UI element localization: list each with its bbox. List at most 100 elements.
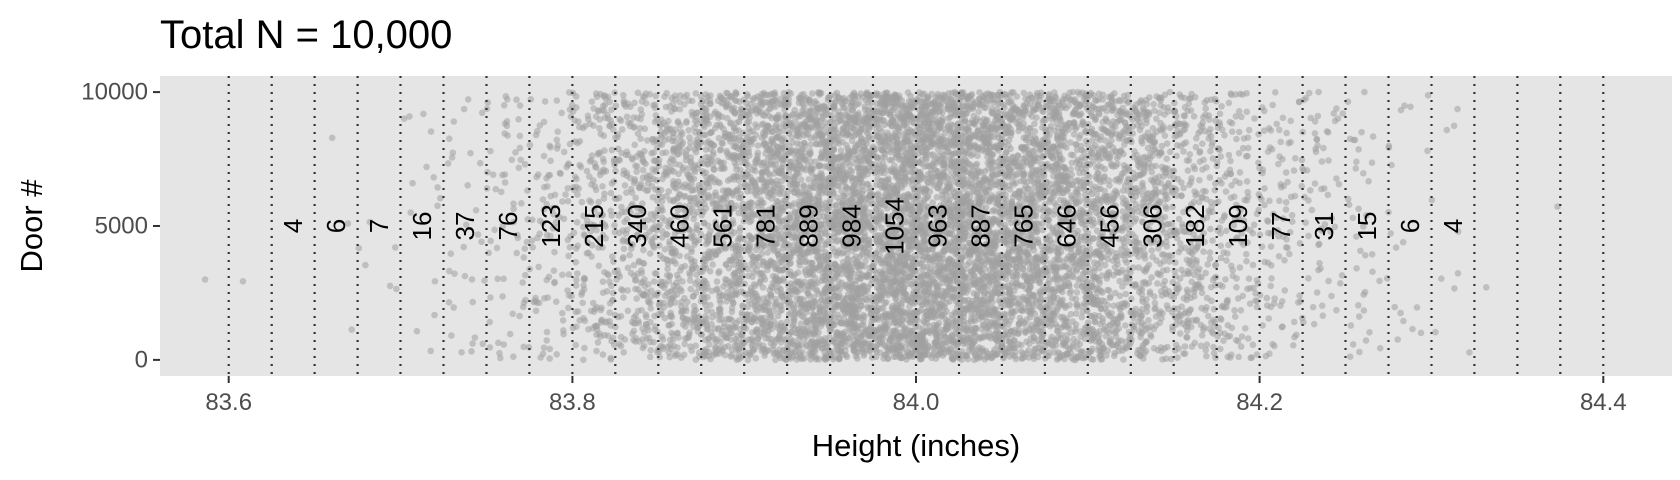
data-point — [540, 344, 548, 352]
data-point — [348, 326, 356, 333]
data-point — [737, 233, 744, 241]
data-point — [1089, 345, 1096, 353]
data-point — [544, 294, 552, 301]
data-point — [1313, 289, 1321, 296]
data-point — [1454, 270, 1462, 277]
data-point — [1353, 265, 1360, 272]
data-point — [1033, 253, 1041, 260]
data-point — [738, 309, 746, 317]
data-point — [1183, 333, 1190, 341]
data-point — [657, 342, 664, 350]
data-point — [1349, 341, 1357, 348]
data-point — [520, 343, 527, 351]
data-point — [709, 261, 716, 268]
data-point — [958, 348, 966, 355]
data-point — [686, 329, 693, 336]
data-point — [647, 318, 654, 326]
data-point — [1281, 257, 1288, 264]
data-point — [496, 349, 503, 357]
data-point — [506, 330, 514, 338]
data-point — [1109, 327, 1116, 334]
data-point — [1016, 314, 1024, 322]
data-point — [573, 276, 580, 284]
data-point — [1220, 337, 1227, 345]
data-point — [1067, 310, 1075, 318]
data-point — [1191, 339, 1199, 347]
data-point — [572, 282, 580, 289]
data-point — [1066, 301, 1073, 309]
data-point — [1142, 338, 1150, 345]
data-point — [1261, 258, 1269, 266]
data-point — [393, 285, 400, 293]
data-point — [1432, 328, 1439, 336]
data-point — [1228, 351, 1235, 359]
data-point — [796, 278, 804, 285]
data-point — [1151, 299, 1159, 307]
data-point — [651, 323, 659, 330]
data-point — [593, 347, 600, 355]
data-point — [784, 318, 791, 325]
data-point — [672, 350, 679, 358]
data-point — [1157, 344, 1165, 351]
data-point — [695, 313, 703, 320]
data-point — [1466, 349, 1473, 356]
data-point — [861, 338, 869, 346]
data-point — [1197, 321, 1205, 329]
data-point — [545, 273, 553, 281]
data-point — [980, 331, 988, 339]
data-point — [767, 257, 774, 265]
data-point — [1205, 312, 1212, 320]
data-point — [481, 277, 488, 284]
data-point — [1244, 335, 1252, 342]
data-point — [1203, 352, 1210, 360]
data-point — [797, 320, 805, 328]
data-point — [680, 351, 688, 359]
data-point — [1438, 275, 1445, 283]
data-point — [651, 270, 659, 277]
data-point — [1147, 331, 1154, 339]
data-point — [736, 224, 744, 232]
data-point — [1116, 277, 1123, 285]
data-point — [535, 263, 542, 271]
data-point — [1360, 307, 1368, 314]
data-point — [794, 269, 802, 276]
data-point — [616, 340, 623, 348]
data-point — [1328, 292, 1335, 300]
data-point — [626, 251, 633, 259]
data-point — [598, 316, 606, 324]
data-point — [1217, 345, 1224, 353]
data-point — [1122, 290, 1130, 298]
data-point — [1205, 325, 1213, 333]
data-point — [585, 249, 592, 257]
data-point — [1163, 266, 1171, 274]
data-point — [632, 335, 640, 342]
data-point — [595, 262, 603, 270]
data-point — [1069, 318, 1076, 325]
data-point — [1346, 353, 1354, 361]
data-point — [970, 290, 978, 297]
data-point — [495, 339, 502, 347]
data-point — [1122, 299, 1129, 307]
data-point — [780, 275, 787, 282]
data-point — [1104, 286, 1111, 294]
data-point — [1383, 275, 1391, 282]
data-point — [1203, 304, 1210, 311]
data-point — [1154, 270, 1161, 277]
data-point — [1376, 344, 1384, 352]
data-point — [513, 249, 520, 257]
data-point — [726, 315, 734, 323]
data-point — [468, 348, 475, 355]
data-point — [1162, 355, 1170, 363]
data-point — [1171, 267, 1179, 275]
data-point — [1118, 266, 1126, 274]
data-point — [486, 344, 494, 351]
data-point — [1178, 266, 1185, 274]
data-point — [1267, 282, 1275, 290]
data-point — [826, 333, 833, 341]
data-point — [1128, 321, 1136, 328]
data-point — [500, 275, 507, 283]
data-point — [632, 285, 639, 293]
data-point — [431, 278, 439, 285]
data-point — [1045, 349, 1053, 356]
data-point — [1224, 296, 1231, 304]
